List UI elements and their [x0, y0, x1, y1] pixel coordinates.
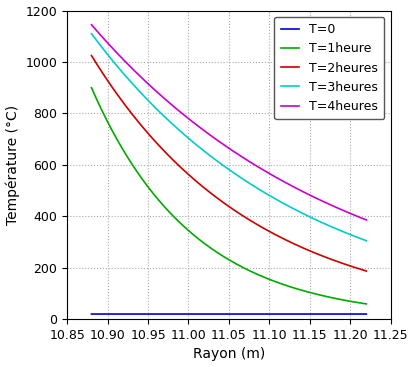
T=0	[363, 312, 368, 316]
T=4heures	[355, 215, 360, 219]
T=1heure	[355, 301, 360, 305]
T=3heures	[215, 159, 220, 164]
T=3heures	[103, 50, 108, 54]
T=3heures	[355, 236, 360, 240]
T=0	[103, 312, 108, 316]
Line: T=4heures: T=4heures	[91, 25, 366, 220]
T=4heures	[305, 192, 310, 196]
X-axis label: Rayon (m): Rayon (m)	[192, 348, 264, 361]
T=3heures	[355, 236, 360, 240]
Legend: T=0, T=1heure, T=2heures, T=3heures, T=4heures: T=0, T=1heure, T=2heures, T=3heures, T=4…	[273, 17, 383, 119]
T=2heures	[215, 196, 220, 201]
T=2heures	[103, 75, 108, 80]
T=4heures	[222, 143, 227, 148]
T=4heures	[215, 138, 220, 143]
T=0	[305, 312, 310, 316]
T=2heures	[305, 248, 310, 252]
T=4heures	[363, 218, 368, 222]
T=1heure	[305, 290, 310, 294]
T=4heures	[89, 22, 94, 27]
T=2heures	[89, 53, 94, 58]
T=3heures	[305, 214, 310, 218]
T=4heures	[355, 215, 360, 219]
T=3heures	[222, 165, 227, 169]
T=3heures	[89, 32, 94, 36]
T=3heures	[363, 239, 368, 243]
T=0	[215, 312, 220, 316]
Line: T=2heures: T=2heures	[91, 55, 366, 271]
T=2heures	[355, 266, 360, 271]
Y-axis label: Température (°C): Température (°C)	[5, 105, 20, 225]
T=0	[89, 312, 94, 316]
T=1heure	[215, 251, 220, 255]
T=0	[355, 312, 360, 316]
T=2heures	[222, 201, 227, 206]
T=2heures	[355, 266, 360, 271]
Line: T=1heure: T=1heure	[91, 88, 366, 304]
T=1heure	[103, 116, 108, 120]
T=1heure	[363, 302, 368, 306]
T=1heure	[355, 301, 360, 305]
T=0	[355, 312, 360, 316]
T=4heures	[103, 39, 108, 43]
T=1heure	[222, 255, 227, 260]
T=2heures	[363, 269, 368, 273]
T=0	[222, 312, 227, 316]
T=1heure	[89, 86, 94, 90]
Line: T=3heures: T=3heures	[91, 34, 366, 241]
